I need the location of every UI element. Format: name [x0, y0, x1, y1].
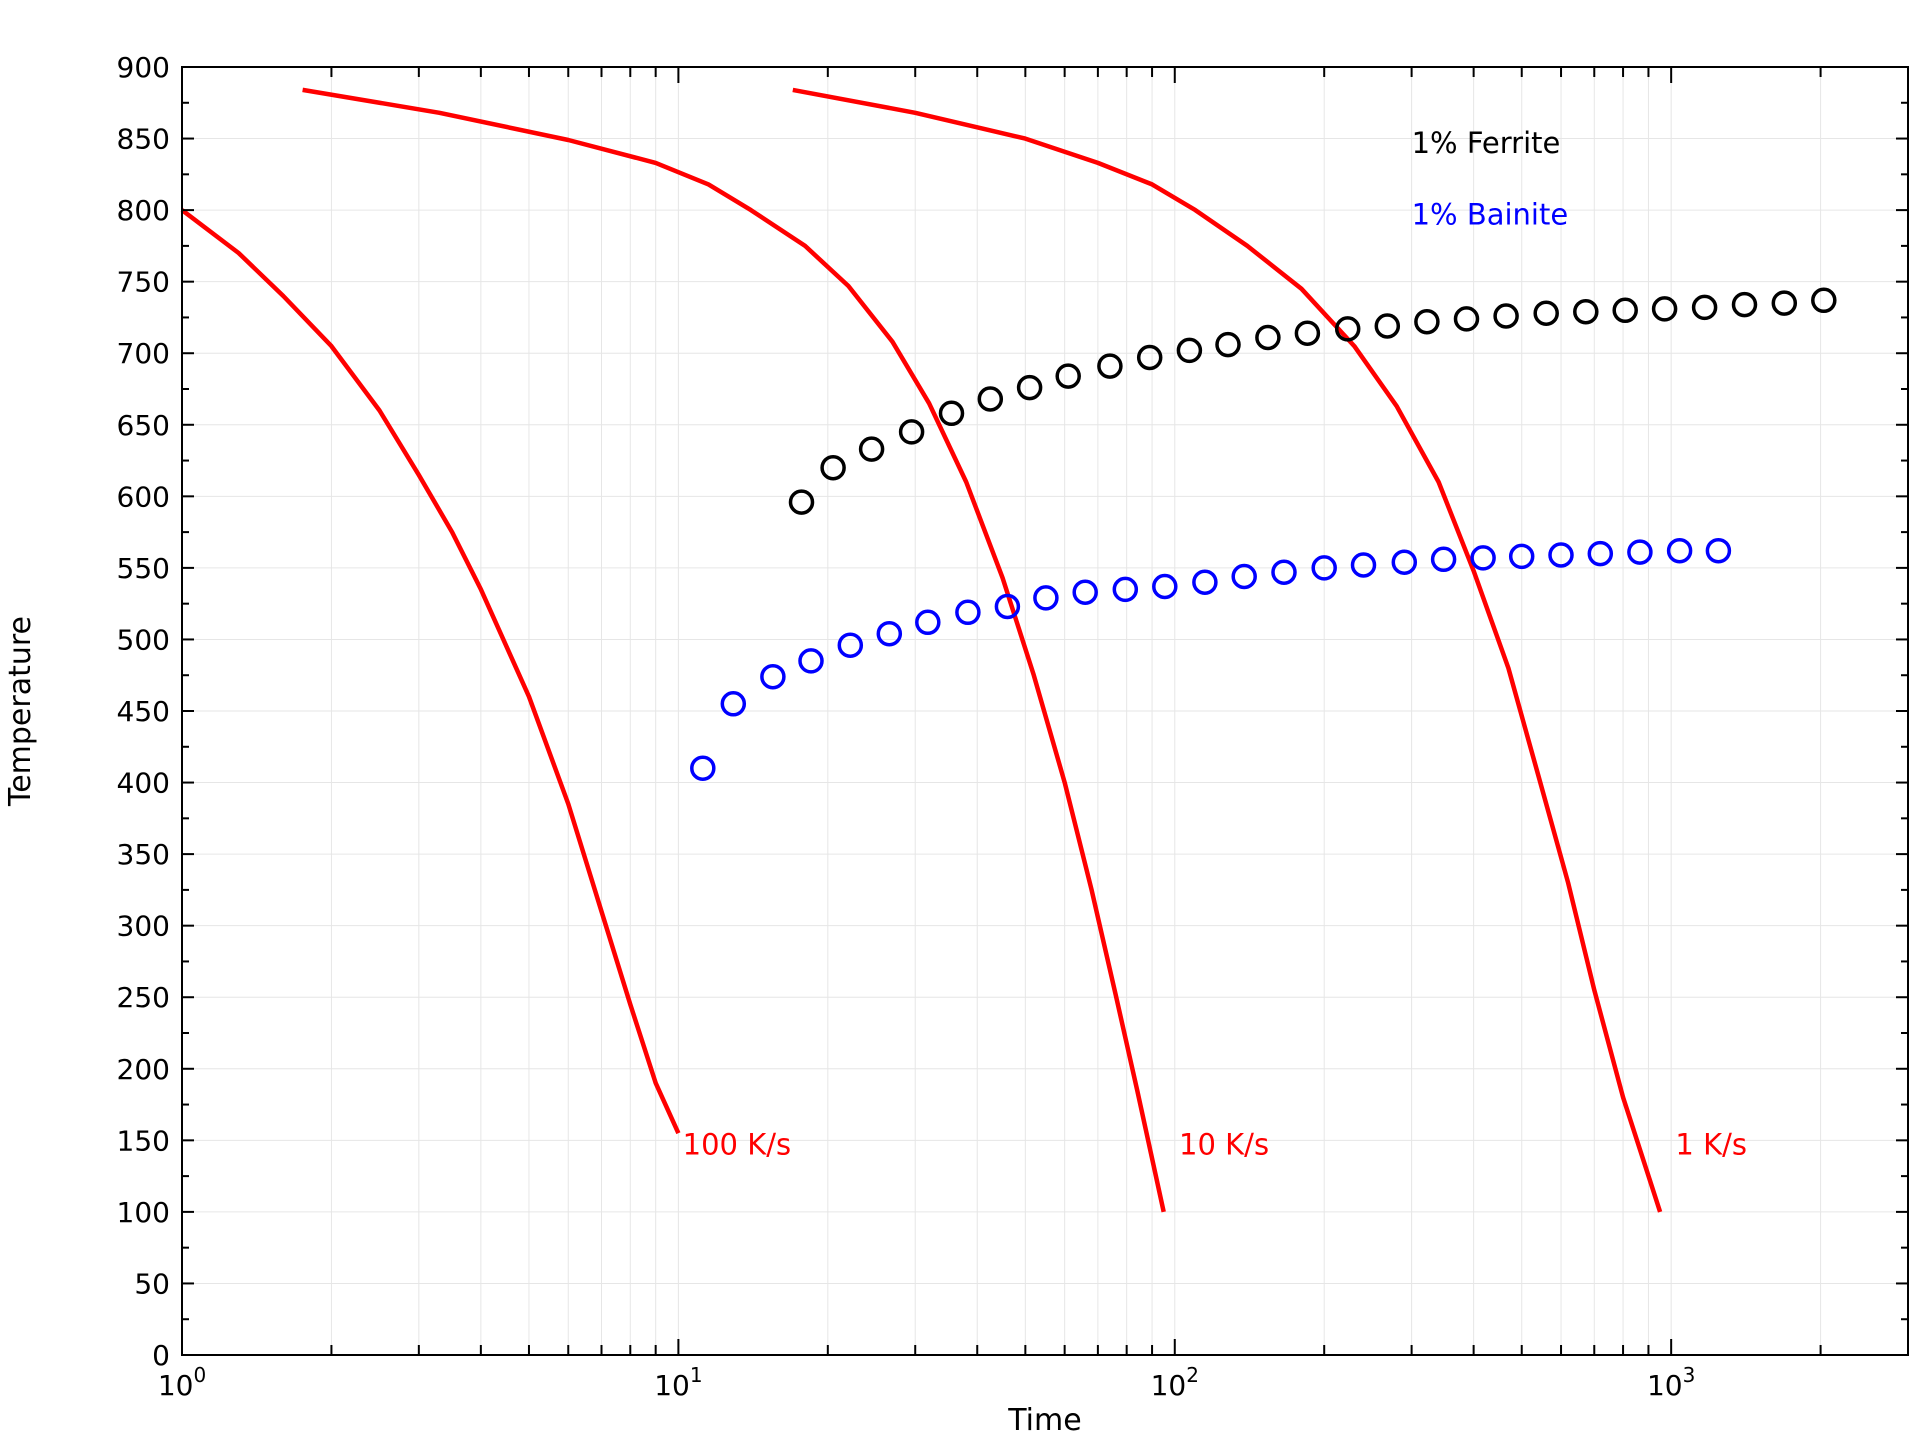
- marker-point: [1334, 316, 1361, 342]
- marker-point: [1350, 552, 1377, 578]
- x-axis-label: Time: [1007, 1403, 1081, 1435]
- x-tick-label: 103: [1647, 1363, 1695, 1402]
- marker-point: [1666, 537, 1693, 564]
- marker-point: [1705, 537, 1732, 564]
- marker-point: [720, 691, 747, 717]
- x-tick-label: 102: [1151, 1363, 1199, 1402]
- marker-point: [837, 632, 864, 658]
- marker-point: [1016, 374, 1043, 401]
- y-tick-label: 350: [117, 838, 170, 871]
- x-tick-label: 101: [654, 1363, 702, 1402]
- y-tick-label: 0: [152, 1339, 170, 1372]
- marker-point: [1508, 543, 1535, 570]
- marker-point: [1097, 353, 1123, 379]
- x-tick-label: 100: [158, 1363, 206, 1402]
- marker-point: [1215, 331, 1241, 358]
- y-tick-label: 750: [117, 266, 170, 299]
- marker-point: [1731, 291, 1758, 318]
- marker-point: [898, 419, 925, 445]
- marker-point: [820, 454, 846, 481]
- marker-point: [1112, 576, 1139, 603]
- cooling-curve-2: [792, 87, 1663, 1213]
- y-tick-label: 450: [117, 695, 170, 728]
- marker-point: [1533, 300, 1559, 326]
- y-tick-label: 300: [117, 910, 170, 943]
- marker-point: [915, 609, 941, 636]
- x-tick-labels: 100 101 102 103: [158, 1363, 1696, 1402]
- marker-point: [1176, 337, 1203, 364]
- y-tick-label: 850: [117, 123, 170, 156]
- marker-point: [1691, 294, 1718, 321]
- y-tick-label: 500: [117, 623, 170, 656]
- marker-point: [955, 599, 981, 626]
- marker-point: [876, 620, 903, 647]
- marker-point: [1255, 324, 1281, 351]
- marker-point: [938, 400, 965, 427]
- marker-point: [1414, 308, 1440, 335]
- annotations: 1% Ferrite 1% Bainite 100 K/s 10 K/s 1 K/s: [683, 126, 1747, 1162]
- marker-point: [1453, 306, 1480, 332]
- y-axis-label: Temperature: [3, 616, 38, 807]
- axis-ticks: [181, 66, 1909, 1356]
- annotation-label: 1% Ferrite: [1412, 126, 1561, 160]
- marker-point: [1612, 297, 1638, 324]
- marker-point: [1627, 539, 1653, 565]
- y-tick-label: 650: [117, 409, 170, 442]
- marker-point: [977, 386, 1004, 412]
- cooling-curve-0: [180, 208, 681, 1135]
- marker-point: [1548, 542, 1574, 568]
- cooling-curve-1: [302, 87, 1166, 1213]
- y-tick-label: 400: [117, 767, 170, 800]
- marker-point: [1573, 298, 1599, 325]
- marker-point: [1152, 573, 1178, 600]
- marker-point: [690, 755, 716, 781]
- annotation-label: 1% Bainite: [1412, 197, 1569, 231]
- marker-point: [858, 436, 885, 462]
- marker-point: [1811, 287, 1837, 314]
- y-tick-label: 100: [117, 1196, 170, 1229]
- marker-point: [760, 663, 786, 690]
- cooling-curves: [180, 87, 1663, 1213]
- annotation-label: 100 K/s: [683, 1128, 791, 1162]
- y-tick-labels: 0 50 100 150 200 250 300 350 400 450 500 550 600 650 7…: [117, 51, 170, 1372]
- marker-point: [1651, 296, 1678, 322]
- marker-point: [798, 648, 824, 674]
- marker-point: [1493, 303, 1519, 329]
- y-tick-label: 700: [117, 337, 170, 370]
- y-tick-label: 150: [117, 1124, 170, 1157]
- marker-point: [1294, 320, 1321, 346]
- marker-point: [1231, 563, 1257, 590]
- y-tick-label: 250: [117, 981, 170, 1014]
- y-tick-label: 550: [117, 552, 170, 585]
- marker-point: [1192, 569, 1218, 595]
- marker-point: [1055, 363, 1081, 389]
- grid: [182, 67, 1909, 1355]
- marker-point: [1470, 545, 1496, 571]
- annotation-label: 10 K/s: [1179, 1128, 1269, 1162]
- marker-point: [1771, 290, 1798, 316]
- marker-point: [1391, 549, 1418, 575]
- marker-point: [1587, 540, 1614, 567]
- marker-point: [1136, 344, 1163, 371]
- marker-point: [1311, 555, 1337, 581]
- marker-point: [788, 489, 815, 515]
- annotation-label: 1 K/s: [1675, 1128, 1747, 1162]
- y-tick-label: 900: [117, 51, 170, 84]
- marker-point: [1374, 313, 1401, 339]
- marker-point: [1072, 579, 1098, 605]
- marker-point: [1033, 585, 1059, 611]
- marker-point: [1271, 559, 1297, 585]
- marker-point: [1430, 546, 1457, 573]
- marker-point: [994, 593, 1021, 620]
- transformation-markers: [690, 287, 1837, 781]
- y-tick-label: 800: [117, 194, 170, 227]
- y-tick-label: 50: [134, 1267, 170, 1300]
- y-tick-label: 600: [117, 480, 170, 513]
- y-tick-label: 200: [117, 1053, 170, 1086]
